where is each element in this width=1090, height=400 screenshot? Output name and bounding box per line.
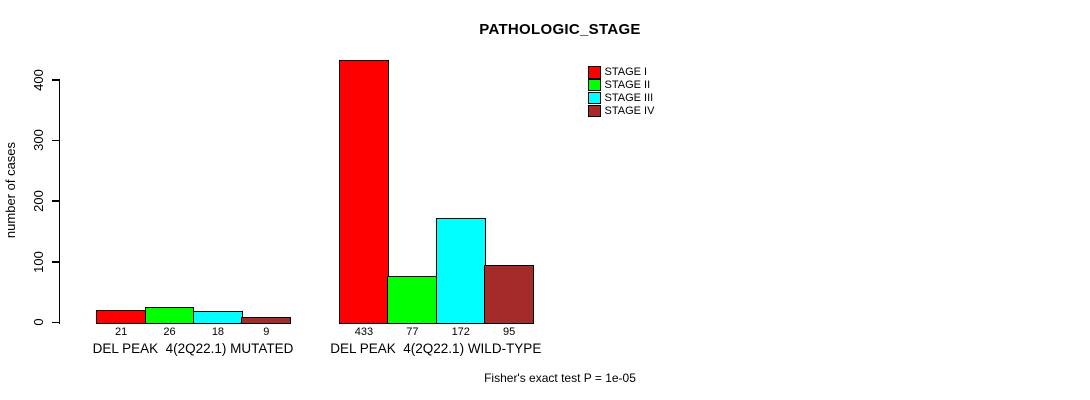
y-axis-tick-label: 300 bbox=[31, 129, 46, 152]
bar-stage-ii bbox=[144, 306, 195, 324]
y-axis-tick bbox=[51, 139, 60, 142]
legend-item: STAGE IV bbox=[588, 104, 655, 118]
bar-stage-i bbox=[96, 309, 147, 324]
legend-swatch bbox=[588, 91, 601, 105]
legend: STAGE I STAGE II STAGE III STAGE IV bbox=[588, 66, 655, 118]
bar-value-label: 172 bbox=[451, 325, 470, 338]
legend-item: STAGE II bbox=[588, 78, 654, 92]
bar-stage-ii bbox=[387, 275, 438, 324]
bar-value-label: 433 bbox=[354, 325, 374, 338]
y-axis-tick bbox=[51, 79, 60, 81]
legend-item: STAGE I bbox=[588, 66, 654, 79]
bar-value-label: 77 bbox=[406, 325, 419, 338]
legend-item: STAGE III bbox=[588, 91, 654, 105]
y-axis-tick-label: 200 bbox=[31, 190, 46, 212]
bar-stage-iv bbox=[241, 316, 292, 324]
bar-stage-i bbox=[339, 59, 389, 324]
legend-swatch bbox=[588, 78, 601, 92]
legend-swatch bbox=[588, 104, 601, 118]
bar-stage-iii bbox=[435, 218, 486, 324]
legend-item-label: STAGE IV bbox=[604, 104, 655, 117]
y-axis-tick bbox=[51, 200, 60, 202]
y-axis-line bbox=[58, 79, 61, 324]
y-axis-label: number of cases bbox=[3, 141, 18, 239]
y-axis-tick-label: 400 bbox=[31, 68, 46, 91]
legend-item-label: STAGE I bbox=[604, 66, 648, 79]
bar-value-label: 95 bbox=[503, 325, 516, 338]
bar-value-label: 21 bbox=[115, 325, 128, 338]
bar-value-label: 9 bbox=[263, 325, 270, 338]
bar-value-label: 18 bbox=[211, 325, 225, 338]
chart-title: PATHOLOGIC_STAGE bbox=[479, 21, 641, 38]
bar-stage-iv bbox=[484, 264, 535, 324]
legend-item-label: STAGE III bbox=[604, 91, 654, 104]
stats-annotation: Fisher's exact test P = 1e-05 bbox=[484, 371, 636, 385]
bar-value-label: 26 bbox=[163, 325, 176, 338]
y-axis-tick-label: 100 bbox=[31, 250, 46, 273]
legend-item-label: STAGE II bbox=[604, 79, 651, 92]
y-axis-tick bbox=[51, 321, 60, 324]
bar-stage-iii bbox=[193, 311, 243, 324]
y-axis-tick bbox=[51, 261, 60, 263]
group-label: DEL PEAK 4(2Q22.1) MUTATED bbox=[92, 341, 294, 356]
group-label: DEL PEAK 4(2Q22.1) WILD-TYPE bbox=[330, 341, 542, 356]
legend-swatch bbox=[588, 66, 601, 79]
